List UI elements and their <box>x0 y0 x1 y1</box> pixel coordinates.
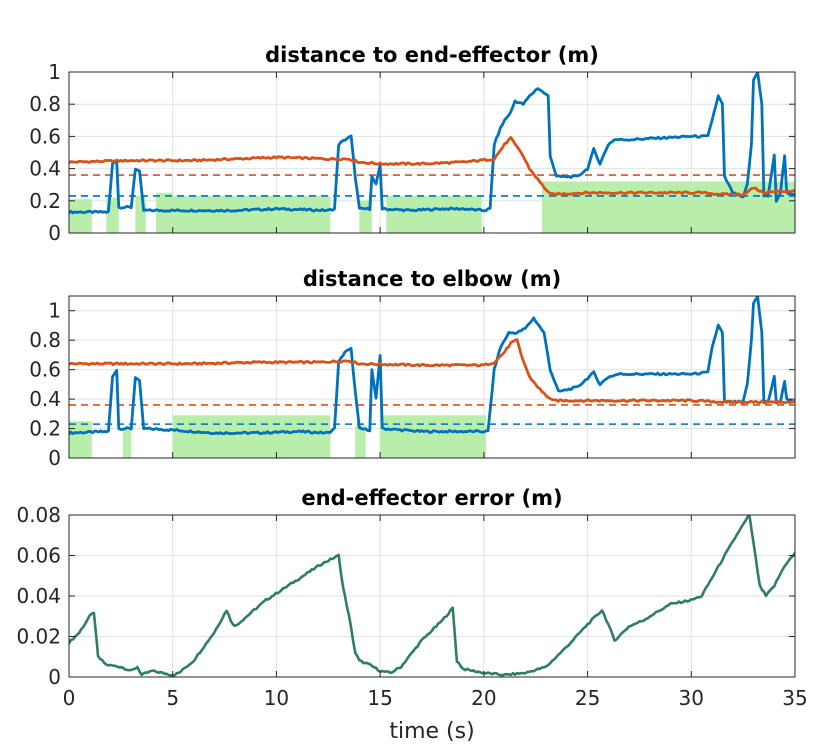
y-tick-label: 0.08 <box>16 503 61 527</box>
chart-title: distance to end-effector (m) <box>265 43 599 67</box>
green-region <box>122 428 132 458</box>
y-tick-label: 0 <box>48 665 61 689</box>
y-tick-label: 0.6 <box>29 358 61 382</box>
green-region <box>135 195 146 233</box>
chart-title: end-effector error (m) <box>301 486 562 510</box>
panel-end-effector-error: end-effector error (m) time (s) 0 0.02 0.0… <box>16 486 807 744</box>
plot-content <box>69 296 795 458</box>
x-tick-label: 0 <box>63 686 76 710</box>
orange-distance-line <box>69 136 795 197</box>
y-tick-label: 0.4 <box>29 387 61 411</box>
green-region <box>69 199 92 233</box>
green-region <box>380 415 486 458</box>
x-tick-label: 20 <box>471 686 496 710</box>
x-tick-label: 10 <box>264 686 289 710</box>
green-region <box>386 195 482 233</box>
y-tick-label: 0.2 <box>29 189 61 213</box>
axes-box <box>68 295 796 459</box>
y-tick-label: 0.04 <box>16 584 61 608</box>
x-axis-label: time (s) <box>389 719 474 744</box>
orange-distance-line <box>69 338 795 405</box>
plot-content <box>69 72 795 233</box>
y-tick-label: 1 <box>48 299 61 323</box>
blue-distance-line <box>69 296 795 436</box>
y-tick-label: 0.8 <box>29 92 61 116</box>
y-tick-label: 0 <box>48 221 61 245</box>
green-region <box>541 181 795 233</box>
y-tick-label: 0.6 <box>29 124 61 148</box>
green-region <box>172 195 331 233</box>
y-tick-label: 0.4 <box>29 157 61 181</box>
y-tick-label: 0.2 <box>29 417 61 441</box>
x-tick-label: 30 <box>679 686 704 710</box>
panel-distance-to-elbow: distance to elbow (m) 0 0.2 0.4 0.6 0.8 1 <box>29 267 796 470</box>
green-region <box>172 415 331 458</box>
y-tick-label: 0.02 <box>16 625 61 649</box>
y-tick-label: 0.06 <box>16 544 61 568</box>
green-region <box>156 192 173 233</box>
x-tick-label: 15 <box>367 686 392 710</box>
panel-distance-to-end-effector: distance to end-effector (m) 0 0.2 0.4 0.6 0… <box>29 43 796 245</box>
error-line <box>69 515 795 677</box>
y-tick-label: 0.8 <box>29 328 61 352</box>
y-tick-label: 0 <box>48 446 61 470</box>
x-tick-label: 5 <box>166 686 179 710</box>
axes-box <box>68 71 796 234</box>
green-region <box>69 421 92 458</box>
green-region <box>355 425 366 458</box>
x-tick-label: 25 <box>575 686 600 710</box>
blue-distance-line <box>69 72 795 215</box>
y-tick-label: 1 <box>48 60 61 84</box>
x-tick-label: 35 <box>782 686 807 710</box>
chart-title: distance to elbow (m) <box>303 267 561 291</box>
plot-content <box>69 515 795 677</box>
